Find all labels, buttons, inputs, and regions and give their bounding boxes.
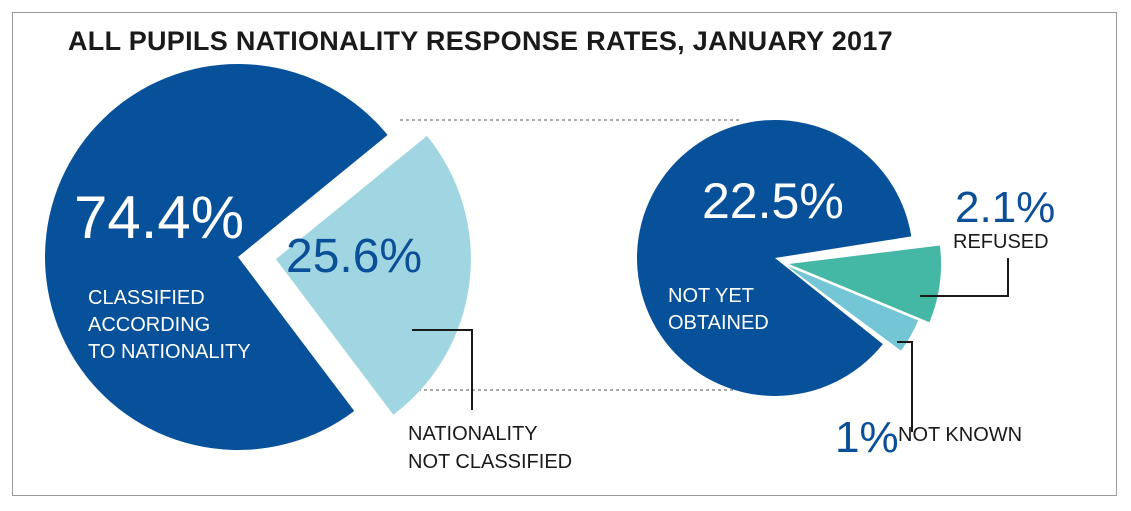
- caption-not-classified: NATIONALITY NOT CLASSIFIED: [408, 423, 572, 473]
- value-label-not-classified: 25.6%: [286, 230, 422, 283]
- slice-classified: [44, 64, 388, 451]
- caption-refused: REFUSED: [953, 231, 1049, 253]
- caption-classified: CLASSIFIED ACCORDING TO NATIONALITY: [88, 287, 251, 363]
- chart-frame: [12, 12, 1117, 496]
- slice-not-classified: [275, 135, 471, 415]
- caption-not-yet-obtained-line-1: NOT YET: [668, 285, 754, 307]
- leader-line-not-known: [897, 341, 913, 432]
- caption-classified-line-2: ACCORDING: [88, 314, 210, 336]
- caption-not-known: NOT KNOWN: [898, 424, 1022, 446]
- value-label-refused: 2.1%: [955, 183, 1055, 232]
- slice-not-yet-obtained: [636, 119, 912, 396]
- value-label-not-known: 1%: [835, 413, 899, 462]
- slice-refused: [789, 245, 942, 323]
- value-label-not-yet-obtained: 22.5%: [702, 173, 844, 229]
- caption-not-yet-obtained: NOT YET OBTAINED: [668, 285, 769, 334]
- slice-not-known: [787, 266, 919, 351]
- caption-classified-line-1: CLASSIFIED: [88, 287, 205, 309]
- leader-line-refused: [920, 258, 1009, 297]
- leader-line-not-classified: [412, 329, 473, 410]
- caption-classified-line-3: TO NATIONALITY: [88, 341, 251, 363]
- caption-not-classified-line-2: NOT CLASSIFIED: [408, 451, 572, 473]
- value-label-classified: 74.4%: [74, 184, 244, 251]
- chart-title: ALL PUPILS NATIONALITY RESPONSE RATES, J…: [68, 26, 893, 56]
- caption-not-yet-obtained-line-2: OBTAINED: [668, 312, 769, 334]
- caption-not-classified-line-1: NATIONALITY: [408, 423, 537, 445]
